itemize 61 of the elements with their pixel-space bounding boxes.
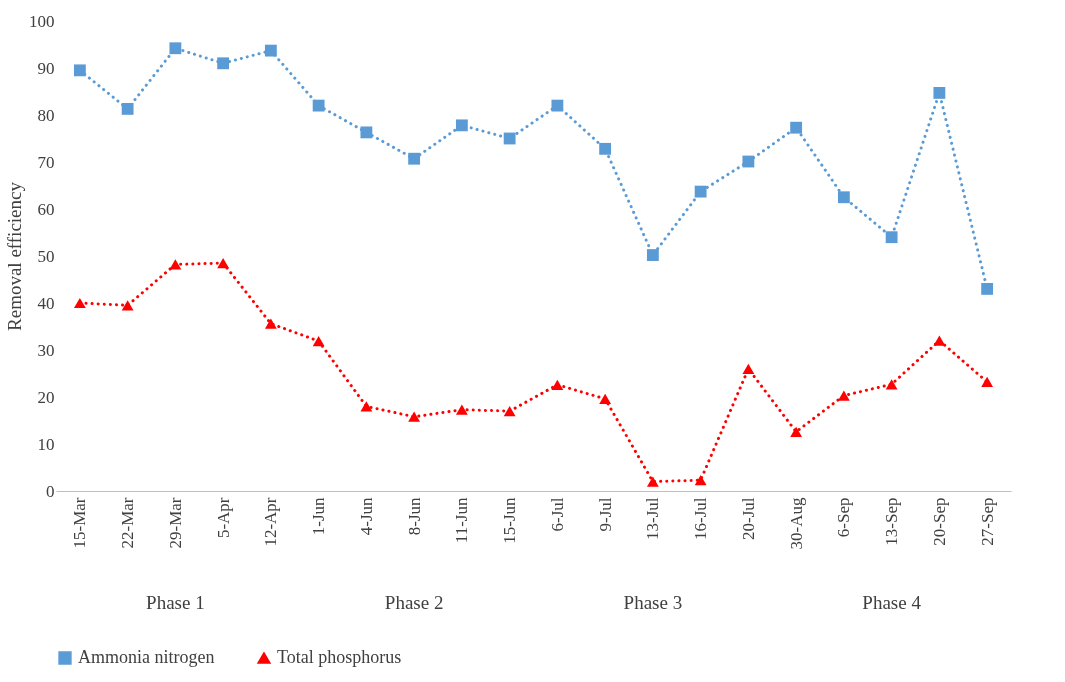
text: Phase 2: [384, 592, 444, 613]
x-tick-label: 15-Jun: [500, 497, 520, 544]
x-tick-label: 4-Jun: [356, 497, 376, 536]
point: [885, 231, 898, 244]
point: [455, 404, 468, 415]
x-tick-label: 12-Apr: [261, 497, 281, 547]
point: [264, 44, 277, 57]
x-tick-label: 11-Jun: [452, 497, 472, 544]
point: [73, 64, 86, 77]
x-tick-label: 20-Jul: [738, 497, 758, 540]
point: [169, 42, 182, 55]
point: [264, 318, 277, 329]
x-tick-label: 6-Jul: [547, 497, 567, 532]
y-tick-label: 90: [37, 58, 55, 78]
point: [790, 121, 803, 134]
x-tick-label: 15-Mar: [70, 497, 90, 549]
point: [646, 476, 659, 487]
y-tick-label: 10: [37, 434, 55, 454]
point: [933, 86, 946, 99]
point: [408, 152, 421, 165]
point: [408, 411, 421, 422]
x-tick-label: 27-Sep: [977, 497, 997, 546]
x-tick-label: 16-Jul: [691, 497, 711, 540]
text: Phase 3: [623, 592, 683, 613]
text: Phase 4: [862, 592, 922, 613]
point: [981, 282, 994, 295]
x-tick-label: 9-Jul: [595, 497, 615, 532]
x-tick-label: 22-Mar: [118, 497, 138, 549]
point: [599, 142, 612, 155]
legend-label: Total phosphorus: [277, 647, 402, 667]
point: [837, 191, 850, 204]
y-tick-label: 20: [37, 387, 55, 407]
point: [981, 376, 994, 388]
y-tick-label: 100: [29, 11, 55, 31]
y-tick-label: 80: [37, 105, 55, 125]
point: [121, 102, 134, 115]
x-tick-label: 1-Jun: [309, 497, 329, 536]
y-tick-label: 70: [37, 152, 55, 172]
x-tick-label: 5-Apr: [213, 497, 233, 539]
x-tick-label: 8-Jun: [404, 497, 424, 536]
y-tick-label: 40: [37, 293, 55, 313]
legend-label: Ammonia nitrogen: [78, 647, 215, 667]
x-tick-label: 29-Mar: [165, 497, 185, 549]
x-tick-label: 13-Jul: [643, 497, 663, 540]
y-tick-label: 0: [46, 481, 55, 501]
point: [455, 119, 468, 132]
point: [217, 257, 230, 269]
x-tick-label: 13-Sep: [882, 497, 902, 546]
y-tick-label: 60: [37, 199, 55, 219]
point: [646, 249, 659, 261]
point: [599, 393, 612, 404]
x-tick-label: 30-Aug: [786, 497, 806, 550]
point: [73, 297, 86, 309]
y-tick-label: 50: [37, 246, 55, 266]
y-axis-title: Removal efficiency: [4, 181, 25, 331]
point: [790, 426, 803, 437]
y-tick-label: 30: [37, 340, 55, 360]
x-tick-label: 6-Sep: [834, 497, 854, 538]
text: Phase 1: [146, 592, 205, 613]
point: [217, 57, 230, 70]
x-tick-label: 20-Sep: [929, 497, 949, 546]
